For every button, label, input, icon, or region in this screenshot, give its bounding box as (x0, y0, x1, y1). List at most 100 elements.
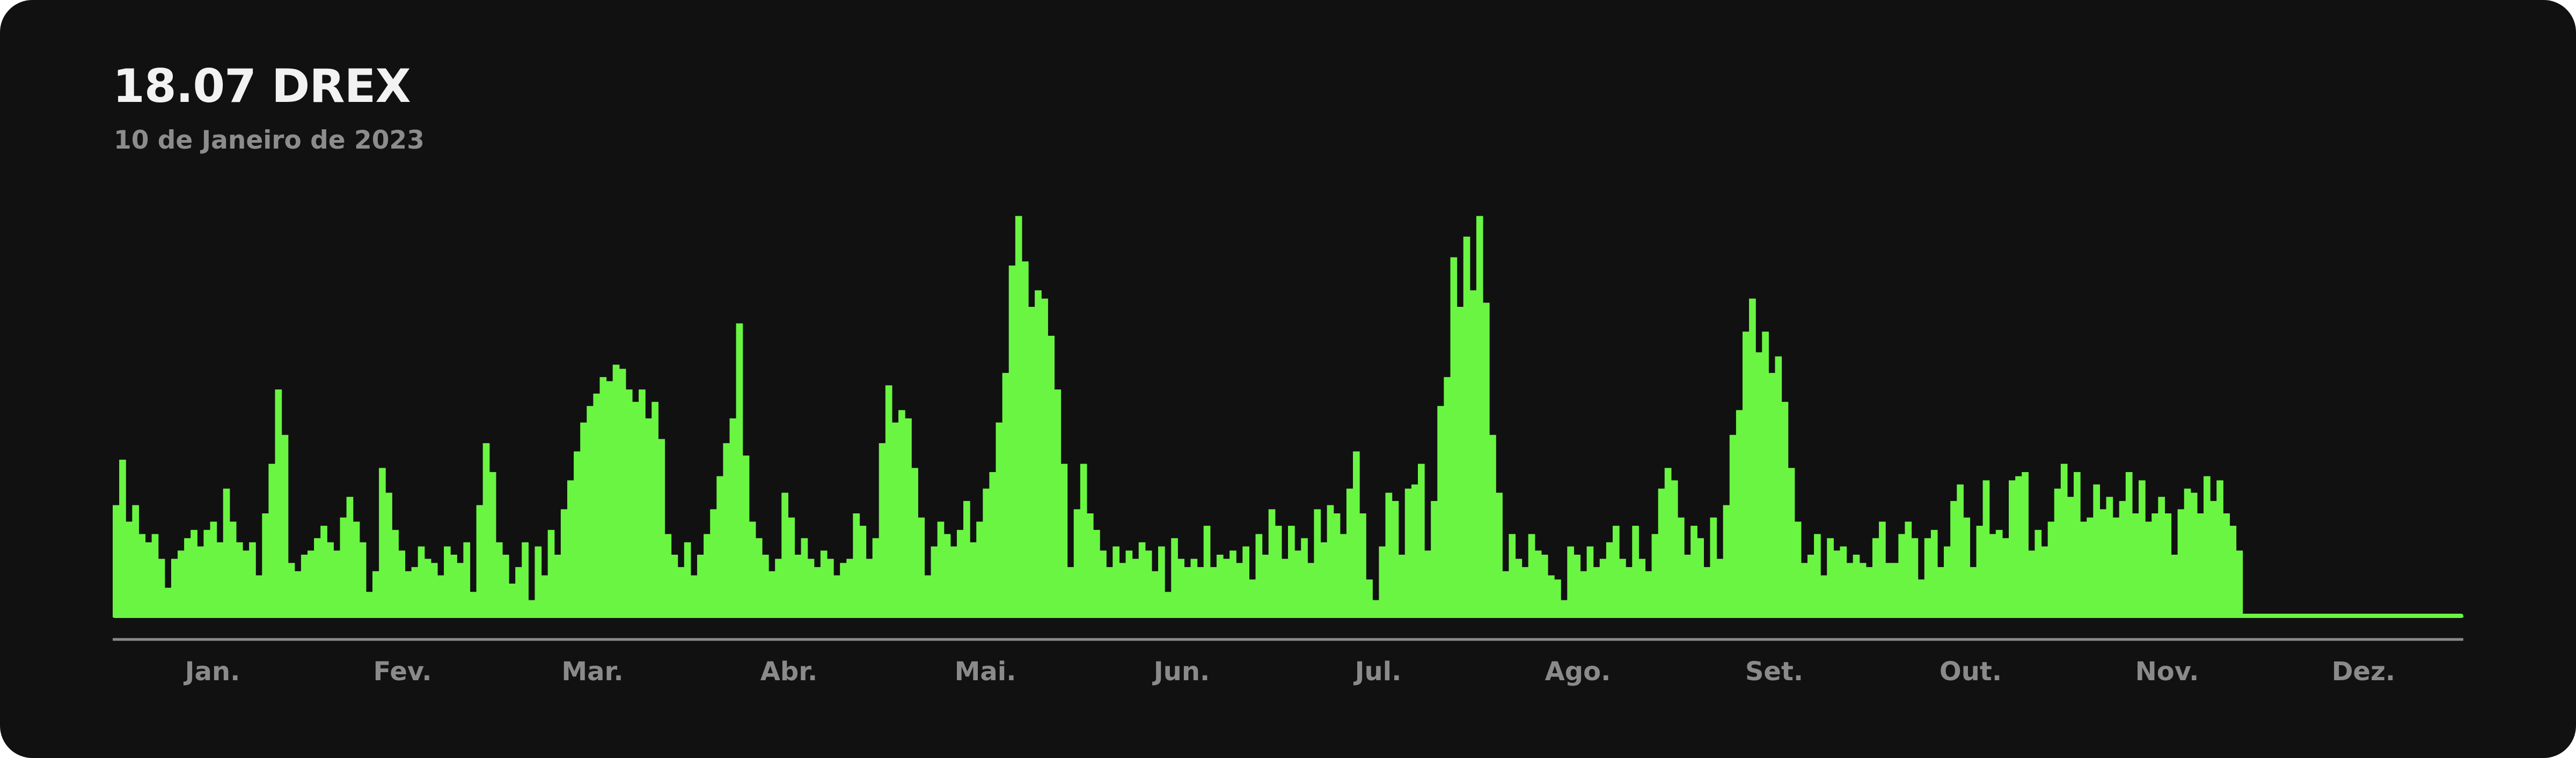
bar (1580, 571, 1587, 617)
bar (1320, 542, 1328, 617)
bar (1359, 513, 1366, 617)
bar (1742, 332, 1750, 617)
bar (645, 418, 652, 617)
bar (1599, 558, 1607, 617)
bar (1781, 402, 1789, 617)
date-subtitle: 10 de Janeiro de 2023 (114, 126, 425, 155)
bar (794, 555, 802, 617)
bar (444, 546, 451, 617)
bar (463, 542, 471, 617)
bar (2164, 513, 2172, 617)
bar (171, 558, 178, 617)
bar (697, 555, 704, 617)
bar (1547, 575, 1555, 617)
bar (1476, 216, 1483, 618)
bar (1008, 266, 1016, 617)
bar (294, 571, 302, 617)
bar (437, 575, 444, 617)
bar (1417, 463, 1425, 617)
bar (1918, 579, 1925, 617)
bar (560, 509, 568, 617)
bar (2151, 513, 2158, 617)
bar (2093, 484, 2101, 617)
bar (1203, 526, 1211, 617)
bar (1489, 435, 1496, 617)
bar (1002, 373, 1009, 617)
bar (1671, 480, 1678, 617)
bar (1859, 563, 1867, 617)
bar (677, 567, 685, 617)
bar (898, 410, 905, 617)
bar (223, 488, 230, 617)
bar (879, 443, 886, 617)
bar (1177, 558, 1185, 617)
bar (177, 550, 185, 617)
bar (1145, 550, 1152, 617)
bar (1255, 534, 1263, 617)
bar (1379, 546, 1386, 617)
bar (502, 555, 509, 617)
x-tick-label: Jul. (1353, 657, 1402, 687)
bar (2080, 521, 2087, 617)
bar (210, 521, 217, 617)
bar (470, 592, 477, 617)
bar (1664, 468, 1672, 617)
bar (599, 377, 607, 617)
bar (671, 555, 678, 617)
bar (236, 542, 243, 617)
bar (1729, 435, 1737, 617)
bar (1080, 463, 1087, 617)
bar (1132, 558, 1139, 617)
bar (424, 558, 431, 617)
bar (132, 505, 139, 617)
bar (1184, 567, 1191, 617)
bar (392, 529, 399, 617)
bar (554, 555, 561, 617)
bar (1963, 517, 1971, 617)
bar (1716, 558, 1724, 617)
bar (1697, 538, 1704, 617)
bar (1905, 521, 1912, 617)
bar (937, 521, 945, 617)
bar (2190, 492, 2198, 617)
bar (1151, 571, 1159, 617)
bar (716, 476, 723, 617)
bar (509, 583, 516, 617)
bar (1288, 526, 1295, 617)
price-title: 18.07 DREX (113, 60, 411, 113)
bar (1431, 501, 1438, 617)
bar (1710, 517, 1717, 617)
bar (970, 542, 977, 617)
bar (2022, 472, 2029, 617)
bar (1165, 592, 1172, 617)
x-tick-label: Dez. (2332, 657, 2396, 687)
bar (1327, 505, 1334, 617)
x-tick-label: Jan. (184, 657, 240, 687)
bar (1035, 290, 1042, 617)
bar (216, 542, 224, 617)
bar (1840, 546, 1847, 617)
bar (1113, 546, 1120, 617)
bar (1171, 538, 1178, 617)
bar (2028, 550, 2036, 617)
bar (1463, 237, 1470, 618)
bar (931, 546, 938, 617)
bar (1028, 307, 1035, 617)
bar (1268, 509, 1276, 617)
bar (1424, 550, 1431, 617)
bar (885, 385, 892, 617)
bar (242, 550, 250, 617)
bar (1755, 352, 1762, 617)
bar (924, 575, 932, 617)
bar (781, 492, 788, 617)
bar (866, 558, 873, 617)
bar (943, 534, 951, 617)
bar (2054, 488, 2061, 617)
bar (164, 587, 172, 617)
bar (1930, 529, 1938, 617)
x-tick-label: Set. (1745, 657, 1803, 687)
bar (359, 542, 367, 617)
bar (2177, 509, 2185, 617)
bar (1788, 468, 1795, 617)
bar (788, 517, 795, 617)
